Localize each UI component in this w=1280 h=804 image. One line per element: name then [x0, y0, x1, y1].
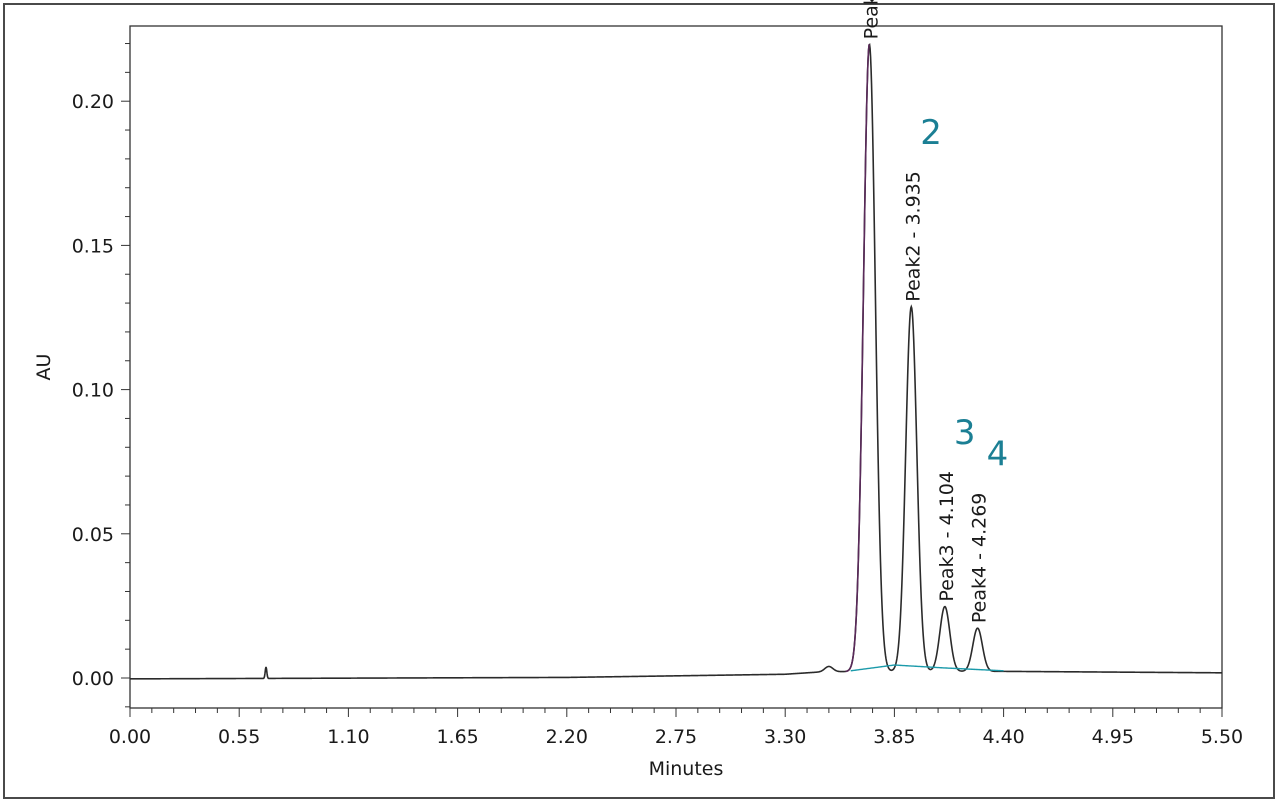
peak-label-2: Peak2 - 3.935 — [902, 171, 924, 302]
y-tick-label: 0.00 — [72, 668, 114, 690]
x-tick-label: 0.00 — [109, 726, 151, 748]
x-tick-label: 4.95 — [1092, 726, 1134, 748]
x-tick-label: 1.10 — [327, 726, 369, 748]
x-axis-title: Minutes — [649, 758, 724, 780]
y-tick-label: 0.15 — [72, 235, 114, 257]
integration-baseline — [850, 664, 1004, 672]
chromatogram-trace — [129, 43, 1222, 680]
chart-frame — [3, 3, 1275, 799]
peak-number-4: 4 — [987, 435, 1009, 475]
x-tick-label: 1.65 — [436, 726, 478, 748]
y-tick-label: 0.10 — [72, 380, 114, 402]
x-tick-label: 0.55 — [218, 726, 260, 748]
x-tick-label: 2.20 — [546, 726, 588, 748]
peak-number-3: 3 — [954, 413, 976, 453]
y-axis-title: AU — [33, 354, 55, 381]
x-tick-label: 3.85 — [873, 726, 915, 748]
y-tick-label: 0.20 — [72, 91, 114, 113]
x-tick-label: 4.40 — [982, 726, 1024, 748]
peak-label-3: Peak3 - 4.104 — [936, 471, 958, 602]
x-tick-label: 5.50 — [1201, 726, 1243, 748]
y-tick-label: 0.05 — [72, 524, 114, 546]
peak-number-2: 2 — [920, 113, 942, 153]
peak-label-4: Peak4 - 4.269 — [969, 493, 991, 624]
peak-label-1: Peak1 - 3.724 — [860, 0, 882, 39]
peak1-flank-trace — [845, 43, 871, 673]
plot-area-border — [129, 25, 1223, 709]
x-tick-label: 2.75 — [655, 726, 697, 748]
x-tick-label: 3.30 — [764, 726, 806, 748]
